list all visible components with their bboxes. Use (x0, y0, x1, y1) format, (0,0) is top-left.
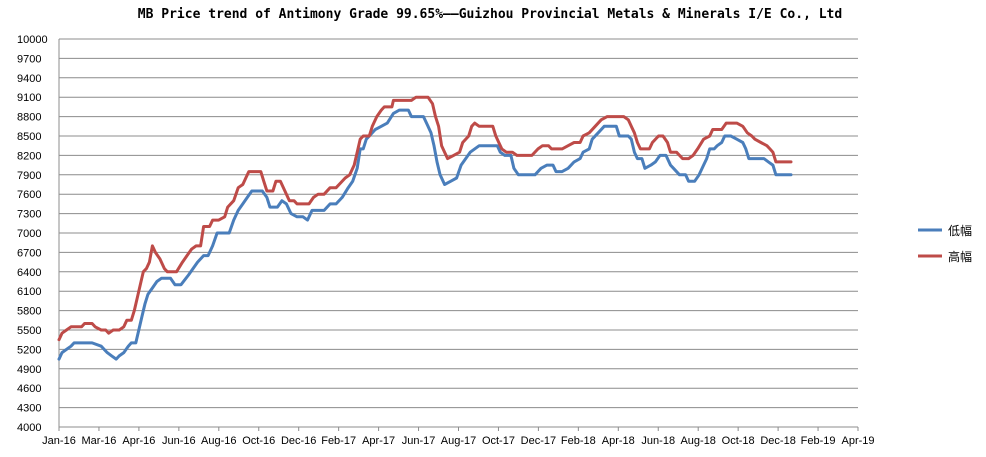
x-tick-label: Jan-16 (42, 435, 76, 447)
x-tick-label: Feb-18 (561, 435, 596, 447)
y-tick-label: 9400 (17, 73, 41, 85)
x-tick-label: Aug-16 (201, 435, 236, 447)
y-tick-label: 10000 (17, 34, 48, 46)
y-tick-label: 5200 (17, 344, 41, 356)
legend-label-high: 高幅 (948, 249, 972, 264)
x-tick-label: Oct-17 (482, 435, 515, 447)
y-tick-label: 6700 (17, 247, 41, 259)
y-tick-label: 5500 (17, 325, 41, 337)
y-tick-label: 7600 (17, 189, 41, 201)
y-tick-label: 7300 (17, 209, 41, 221)
x-tick-label: Apr-16 (122, 435, 155, 447)
x-tick-label: Dec-16 (281, 435, 316, 447)
x-tick-label: Feb-17 (321, 435, 356, 447)
x-tick-label: Jun-17 (402, 435, 436, 447)
x-tick-label: Feb-19 (801, 435, 836, 447)
y-tick-label: 8200 (17, 150, 41, 162)
x-tick-label: Aug-18 (680, 435, 715, 447)
y-tick-label: 8500 (17, 131, 41, 143)
legend: 低幅 高幅 (918, 223, 972, 264)
x-tick-label: Apr-18 (602, 435, 635, 447)
x-tick-label: Oct-16 (242, 435, 275, 447)
x-tick-label: Dec-17 (521, 435, 556, 447)
x-tick-label: Aug-17 (441, 435, 476, 447)
y-tick-label: 6100 (17, 286, 41, 298)
axis-layer: 4000 4300 4600 4900 5200 5500 5800 6100 6400 6700… (17, 34, 875, 447)
chart-title: MB Price trend of Antimony Grade 99.65%—… (138, 7, 842, 22)
y-tick-label: 9100 (17, 92, 41, 104)
y-tick-label: 4600 (17, 383, 41, 395)
x-tick-label: Apr-17 (362, 435, 395, 447)
series-line-high (57, 95, 793, 342)
series-line-low (57, 108, 793, 361)
series-layer (57, 95, 793, 361)
y-tick-label: 4000 (17, 422, 41, 434)
y-tick-label: 5800 (17, 306, 41, 318)
x-tick-label: Jun-18 (641, 435, 675, 447)
y-tick-label: 4900 (17, 364, 41, 376)
grid-layer (59, 38, 858, 428)
y-tick-label: 7900 (17, 170, 41, 182)
x-tick-label: Oct-18 (722, 435, 755, 447)
x-tick-label: Apr-19 (841, 435, 874, 447)
x-tick-label: Jun-16 (162, 435, 196, 447)
legend-label-low: 低幅 (948, 223, 972, 238)
x-tick-label: Mar-16 (82, 435, 117, 447)
x-tick-label: Dec-18 (760, 435, 795, 447)
y-tick-label: 8800 (17, 112, 41, 124)
y-tick-label: 7000 (17, 228, 41, 240)
y-tick-label: 9700 (17, 53, 41, 65)
y-tick-label: 4300 (17, 403, 41, 415)
y-tick-label: 6400 (17, 267, 41, 279)
